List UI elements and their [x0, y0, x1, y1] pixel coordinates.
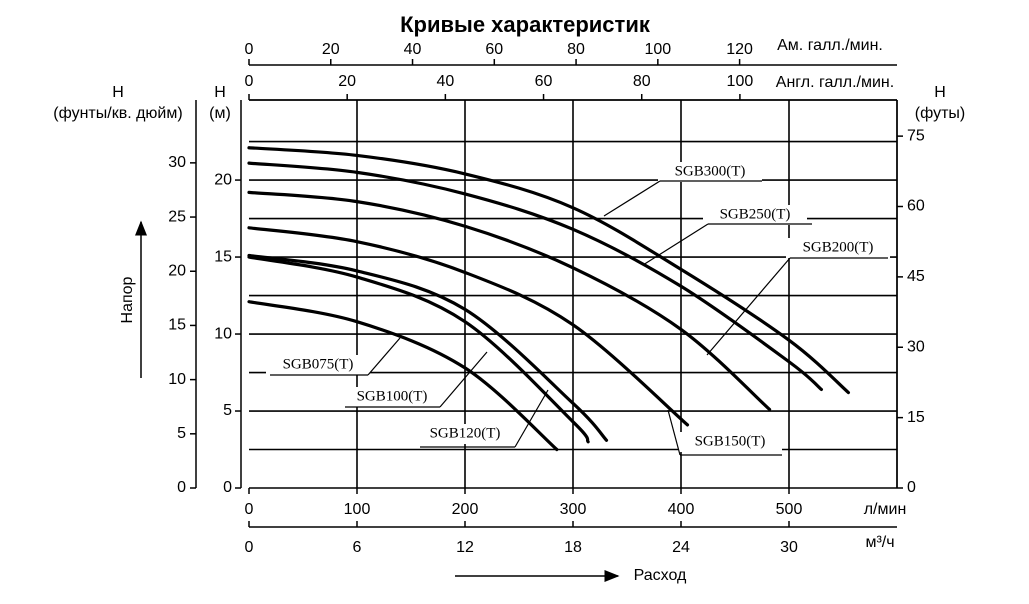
tick-label: 10	[214, 325, 232, 342]
leader-line	[667, 409, 681, 456]
x-title: Расход	[634, 567, 687, 584]
tick-label: 24	[672, 539, 690, 556]
tick-label: 40	[404, 41, 422, 58]
tick-label: 5	[223, 402, 232, 419]
pump-curve	[247, 190, 772, 412]
curve-label: SGB120(T)	[430, 425, 501, 441]
axis-unit: (м)	[209, 105, 231, 122]
axis-label: H	[214, 84, 226, 101]
tick-label: 75	[907, 127, 925, 144]
leader-line	[603, 180, 661, 217]
label-bg	[678, 432, 782, 452]
axis-label: м³/ч	[865, 534, 894, 551]
tick-label: 20	[338, 73, 356, 90]
pump-curve	[247, 253, 609, 442]
tick-label: 15	[214, 248, 232, 265]
pump-curve	[247, 161, 823, 392]
tick-label: 20	[168, 262, 186, 279]
pump-curve	[247, 226, 690, 427]
tick-label: 80	[567, 41, 585, 58]
axis-unit: (фунты/кв. дюйм)	[53, 105, 182, 122]
tick-label: 12	[456, 539, 474, 556]
tick-label: 15	[907, 409, 925, 426]
label-bg	[413, 424, 517, 444]
curve-label: SGB250(T)	[720, 206, 791, 222]
pump-curve	[247, 255, 590, 444]
tick-label: 25	[168, 208, 186, 225]
tick-label: 18	[564, 539, 582, 556]
tick-label: 20	[214, 171, 232, 188]
label-bg	[266, 355, 370, 375]
tick-label: 200	[452, 501, 479, 518]
leader-line	[367, 337, 401, 376]
tick-label: 6	[353, 539, 362, 556]
curve-label: SGB075(T)	[283, 356, 354, 372]
tick-label: 500	[776, 501, 803, 518]
leader-line	[514, 389, 549, 448]
label-bg	[786, 238, 890, 258]
tick-label: 60	[535, 73, 553, 90]
tick-label: 40	[436, 73, 454, 90]
tick-label: 100	[644, 41, 671, 58]
axis-unit: (футы)	[915, 105, 965, 122]
axis-label: Ам. галл./мин.	[777, 37, 883, 54]
tick-label: 0	[245, 539, 254, 556]
label-bg	[340, 387, 444, 407]
tick-label: 10	[168, 371, 186, 388]
axis-label: л/мин	[864, 501, 907, 518]
axis-label: H	[112, 84, 124, 101]
tick-label: 0	[223, 479, 232, 496]
tick-label: 0	[245, 41, 254, 58]
chart-title: Кривые характеристик	[400, 12, 651, 37]
leader-line	[439, 351, 488, 408]
leader-line	[642, 223, 709, 266]
axis-label: H	[934, 84, 946, 101]
tick-label: 30	[780, 539, 798, 556]
tick-label: 60	[907, 198, 925, 215]
tick-label: 0	[907, 479, 916, 496]
tick-label: 0	[245, 73, 254, 90]
tick-label: 80	[633, 73, 651, 90]
y-title: Напор	[119, 276, 136, 323]
pump-curve	[247, 300, 559, 452]
tick-label: 100	[727, 73, 754, 90]
tick-label: 15	[168, 317, 186, 334]
tick-label: 120	[726, 41, 753, 58]
curve-label: SGB300(T)	[675, 163, 746, 179]
tick-label: 5	[177, 425, 186, 442]
label-bg	[658, 162, 762, 182]
tick-label: 30	[907, 338, 925, 355]
tick-label: 0	[245, 501, 254, 518]
tick-label: 45	[907, 268, 925, 285]
tick-label: 60	[485, 41, 503, 58]
curve-label: SGB150(T)	[695, 433, 766, 449]
curve-label: SGB100(T)	[357, 388, 428, 404]
pump-curve	[247, 146, 850, 395]
tick-label: 400	[668, 501, 695, 518]
label-bg	[703, 205, 807, 225]
tick-label: 100	[344, 501, 371, 518]
tick-label: 300	[560, 501, 587, 518]
tick-label: 20	[322, 41, 340, 58]
tick-label: 30	[168, 154, 186, 171]
curve-label: SGB200(T)	[803, 239, 874, 255]
leader-line	[706, 257, 791, 356]
axis-label: Англ. галл./мин.	[776, 74, 894, 91]
tick-label: 0	[177, 479, 186, 496]
